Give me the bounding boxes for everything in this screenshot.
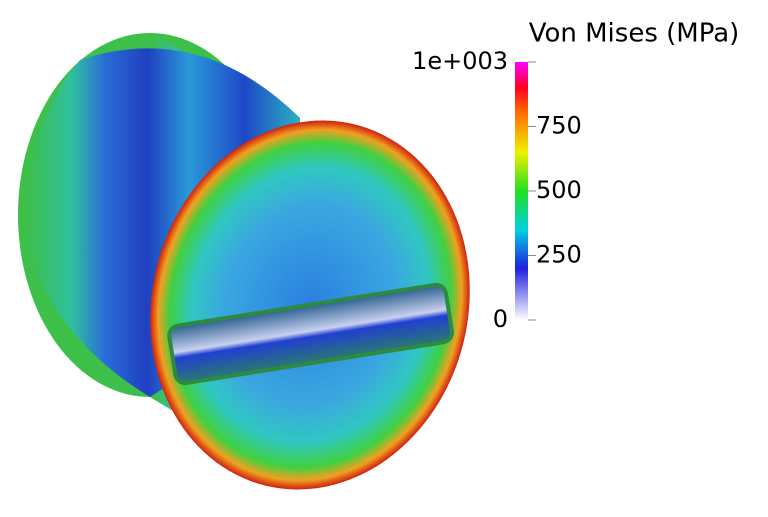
colorbar: Von Mises (MPa) 1e+003 750 500 250 0	[412, 19, 739, 334]
cylinder-model	[18, 33, 470, 490]
slot-opening	[167, 282, 454, 386]
slot	[167, 282, 454, 386]
colorbar-tick-label: 750	[536, 112, 582, 140]
colorbar-tick-label: 250	[536, 241, 582, 269]
colorbar-tick-label: 0	[493, 305, 508, 333]
colorbar-tick-label: 1e+003	[412, 47, 508, 75]
colorbar-tick-label: 500	[536, 176, 582, 204]
colorbar-ramp	[515, 62, 528, 320]
colorbar-title: Von Mises (MPa)	[529, 19, 740, 49]
